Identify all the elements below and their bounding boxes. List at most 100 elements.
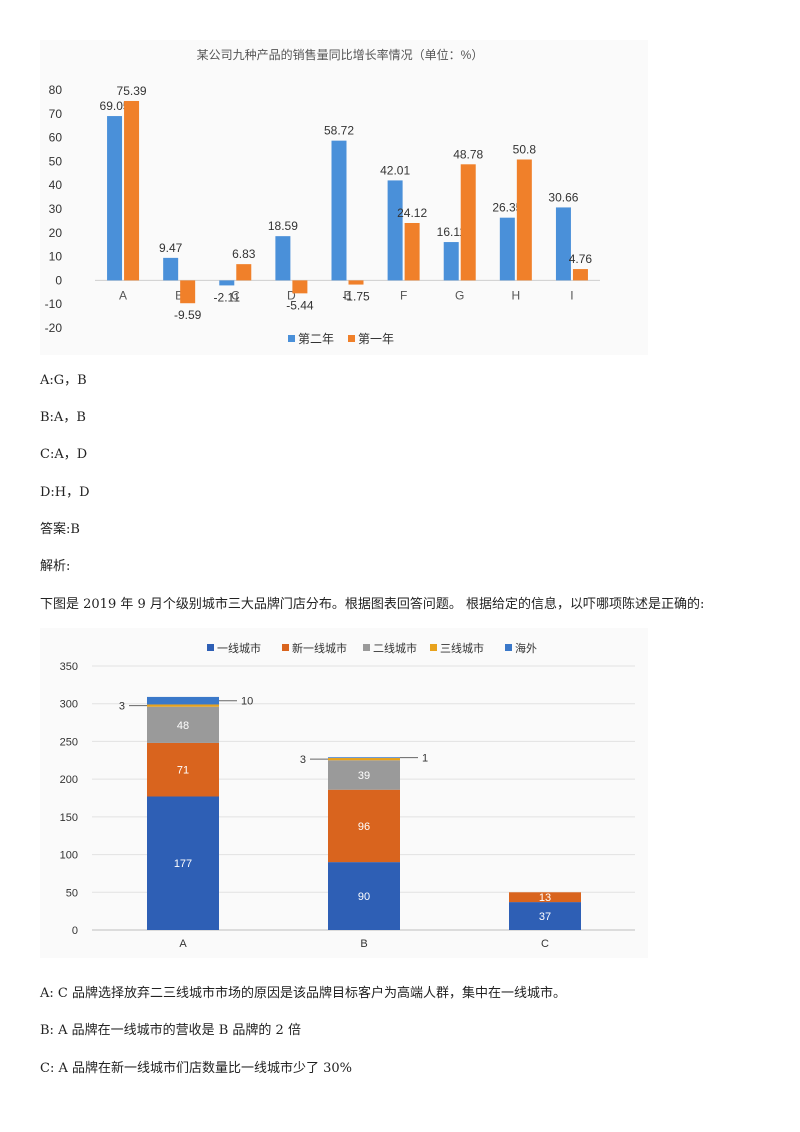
legend-label: 第二年: [298, 332, 334, 346]
y-tick-label: 200: [60, 774, 78, 786]
x-tick-label: C: [541, 938, 549, 950]
legend-swatch: [430, 644, 437, 651]
x-tick-label: B: [360, 938, 367, 950]
data-label: 69.05: [100, 99, 130, 113]
stack-segment: [328, 757, 400, 759]
x-tick-label: F: [400, 288, 407, 302]
data-label: 42.01: [380, 163, 410, 177]
stack-segment: [509, 892, 581, 903]
data-label: 50.8: [513, 142, 537, 156]
y-tick-label: 250: [60, 736, 78, 748]
y-tick-label: 10: [49, 250, 63, 264]
data-label: 96: [358, 821, 370, 833]
x-tick-label: H: [511, 288, 520, 302]
y-tick-label: 20: [49, 226, 63, 240]
data-label: -2.11: [214, 290, 241, 304]
y-tick-label: 80: [49, 83, 63, 97]
y-tick-label: 150: [60, 812, 78, 824]
option-a[interactable]: A:G，B: [40, 373, 87, 388]
question-text: 下图是 2019 年 9 月个级别城市三大品牌门店分布。根据图表回答问题。 根据…: [40, 597, 705, 612]
x-tick-label: D: [287, 288, 296, 302]
legend-label: 一线城市: [217, 641, 261, 655]
x-tick-label: A: [179, 938, 187, 950]
y-tick-label: 350: [60, 661, 78, 673]
y-tick-label: 70: [49, 107, 63, 121]
data-label: 26.35: [492, 201, 522, 215]
legend-swatch: [348, 335, 355, 342]
bar-year2: [331, 140, 347, 281]
data-label: 37: [539, 911, 551, 923]
data-label: 48: [177, 720, 189, 732]
data-label: 30.66: [548, 190, 578, 204]
option-c[interactable]: C:A，D: [40, 447, 88, 462]
bar-year2: [499, 217, 515, 281]
x-tick-label: A: [119, 288, 127, 302]
y-tick-label: 100: [60, 850, 78, 862]
legend-swatch: [505, 644, 512, 651]
bar-year1: [348, 280, 364, 285]
x-tick-label: B: [175, 288, 183, 302]
option-b[interactable]: B:A，B: [40, 410, 86, 425]
y-tick-label: 30: [49, 202, 63, 216]
legend-swatch: [282, 644, 289, 651]
growth-rate-chart-svg: 某公司九种产品的销售量同比增长率情况（单位：%） 80 70 60 50 40 30 20 10…: [45, 47, 600, 346]
y-tick-label: 0: [72, 925, 78, 937]
option-2-a[interactable]: A: C 品牌选择放弃二三线城市市场的原因是该品牌目标客户为高端人群，集中在一线…: [40, 986, 566, 1001]
option-d[interactable]: D:H，D: [40, 485, 90, 500]
store-distribution-chart: 一线城市 新一线城市 二线城市 三线城市 海外 350 300 250 200 150 100 50 0…: [40, 628, 648, 958]
bar-year1: [460, 164, 476, 281]
data-label: 48.78: [453, 147, 483, 161]
data-label: 10: [241, 696, 253, 708]
data-label: 3: [300, 754, 306, 766]
option-2-c[interactable]: C: A 品牌在新一线城市们店数量比一线城市少了 30%: [40, 1061, 353, 1076]
data-label: -1.75: [342, 290, 370, 304]
bar-year2: [555, 207, 571, 281]
data-label: 3: [119, 701, 125, 713]
growth-rate-chart: 某公司九种产品的销售量同比增长率情况（单位：%） 80 70 60 50 40 30 20 10…: [40, 40, 648, 355]
legend-label: 三线城市: [440, 641, 484, 655]
y-tick-label: 50: [66, 887, 78, 899]
bar-year2: [275, 236, 291, 281]
option-2-b[interactable]: B: A 品牌在一线城市的营收是 B 品牌的 2 倍: [40, 1023, 301, 1038]
data-label: 90: [358, 891, 370, 903]
bar-year2: [107, 116, 123, 281]
data-label: 24.12: [397, 206, 427, 220]
y-tick-label: -10: [45, 297, 63, 311]
data-label: 58.72: [324, 124, 354, 138]
x-tick-label: C: [231, 288, 240, 302]
stack-segment: [509, 902, 581, 930]
stack-segment: [328, 758, 400, 761]
data-label: 177: [174, 858, 192, 870]
bar-year1: [236, 264, 252, 281]
stack-segment: [147, 696, 219, 705]
bar-year2: [163, 257, 179, 281]
data-label: -9.59: [174, 308, 202, 322]
stack-segment: [147, 742, 219, 797]
stack-segment: [147, 704, 219, 707]
y-tick-label: 300: [60, 699, 78, 711]
data-label: 16.11: [437, 225, 466, 239]
data-label: 6.83: [232, 247, 256, 261]
legend-swatch: [207, 644, 214, 651]
stack-segment: [328, 789, 400, 863]
data-label: 9.47: [159, 241, 183, 255]
store-distribution-chart-svg: 一线城市 新一线城市 二线城市 三线城市 海外 350 300 250 200 150 100 50 0…: [60, 641, 635, 950]
bar-year1: [292, 280, 308, 294]
data-label: 13: [539, 892, 551, 904]
x-tick-label: G: [455, 288, 464, 302]
data-label: -5.44: [286, 298, 314, 312]
data-label: 75.39: [117, 84, 147, 98]
bar-year1: [180, 280, 196, 304]
x-tick-label: I: [570, 288, 573, 302]
data-label: 71: [177, 765, 189, 777]
stack-segment: [328, 862, 400, 930]
bar-year1: [404, 222, 420, 281]
bar-year1: [124, 100, 140, 281]
y-tick-label: 60: [49, 131, 63, 145]
y-tick-label: 50: [49, 154, 63, 168]
bar-year1: [516, 159, 532, 281]
bar-year1: [572, 269, 588, 281]
legend-label: 二线城市: [373, 641, 417, 655]
stack-segment: [147, 706, 219, 743]
legend-label: 海外: [515, 641, 537, 655]
